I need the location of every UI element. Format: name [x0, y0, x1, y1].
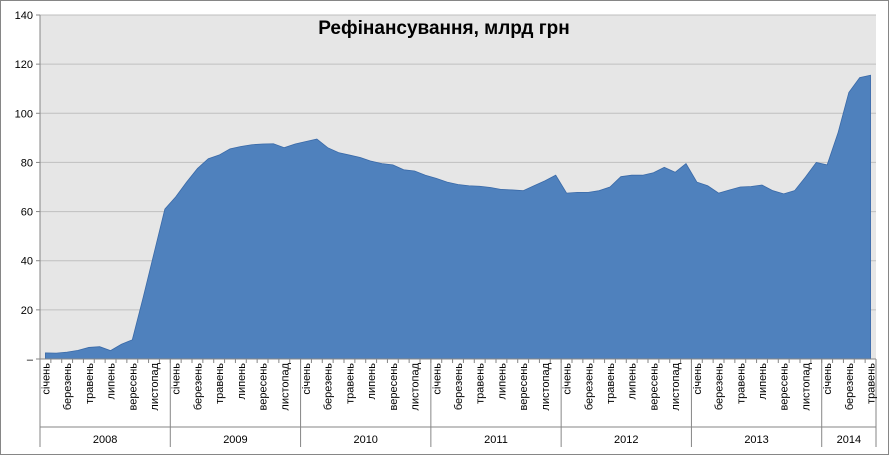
x-month-label: травень [84, 363, 96, 404]
x-month-label: січень [431, 363, 443, 395]
x-year-label: 2014 [837, 434, 861, 446]
x-month-label: липень [496, 363, 508, 400]
x-month-label: вересень [127, 363, 139, 411]
x-year-label: 2010 [353, 434, 377, 446]
x-month-label: березень [844, 363, 856, 410]
x-month-label: січень [822, 363, 834, 395]
y-tick-label: 80 [21, 157, 33, 169]
x-month-label: березень [583, 363, 595, 410]
y-tick-label: 140 [15, 10, 33, 22]
x-year-label: 2013 [744, 434, 768, 446]
y-tick-label: 40 [21, 256, 33, 268]
x-month-label: вересень [258, 363, 270, 411]
x-month-label: листопад [149, 362, 161, 410]
x-month-label: листопад [410, 362, 422, 410]
x-month-label: травень [866, 363, 878, 404]
x-month-label: липень [366, 363, 378, 400]
x-month-label: вересень [388, 363, 400, 411]
axes [36, 14, 877, 447]
y-tick-label: 100 [15, 108, 33, 120]
x-year-label: 2009 [223, 434, 247, 446]
x-month-label: січень [171, 363, 183, 395]
x-month-label: січень [40, 363, 52, 395]
x-month-label: травень [344, 363, 356, 404]
x-month-label: листопад [540, 362, 552, 410]
x-month-label: липень [757, 363, 769, 400]
x-month-label: липень [106, 363, 118, 400]
y-tick-label: – [27, 354, 34, 366]
area-fill [45, 74, 871, 360]
x-month-label: січень [692, 363, 704, 395]
x-month-label: березень [453, 363, 465, 410]
x-month-label: травень [605, 363, 617, 404]
x-month-label: листопад [670, 362, 682, 410]
chart-title: Рефінансування, млрд грн [318, 18, 570, 39]
x-month-label: липень [236, 363, 248, 400]
y-tick-label: 120 [15, 59, 33, 71]
x-month-label: вересень [518, 363, 530, 411]
x-month-label: січень [562, 363, 574, 395]
x-month-label: травень [735, 363, 747, 404]
x-month-label: листопад [279, 362, 291, 410]
x-tick-labels: січень березень травень липень вересень листо… [40, 362, 877, 446]
x-month-label: вересень [779, 363, 791, 411]
x-year-label: 2012 [614, 434, 638, 446]
x-month-label: вересень [648, 363, 660, 411]
x-month-label: травень [475, 363, 487, 404]
x-month-label: листопад [800, 362, 812, 410]
y-tick-label: 20 [21, 305, 33, 317]
x-month-label: березень [192, 363, 204, 410]
x-month-label: березень [323, 363, 335, 410]
x-month-label: травень [214, 363, 226, 404]
x-year-label: 2011 [484, 434, 508, 446]
x-month-label: липень [627, 363, 639, 400]
y-tick-label: 60 [21, 207, 33, 219]
x-month-label: січень [301, 363, 313, 395]
x-year-label: 2008 [93, 434, 117, 446]
x-month-label: березень [714, 363, 726, 410]
area-series [45, 74, 871, 360]
x-month-label: березень [62, 363, 74, 410]
y-tick-labels: – 20 40 60 80 100 120 140 [15, 10, 34, 366]
